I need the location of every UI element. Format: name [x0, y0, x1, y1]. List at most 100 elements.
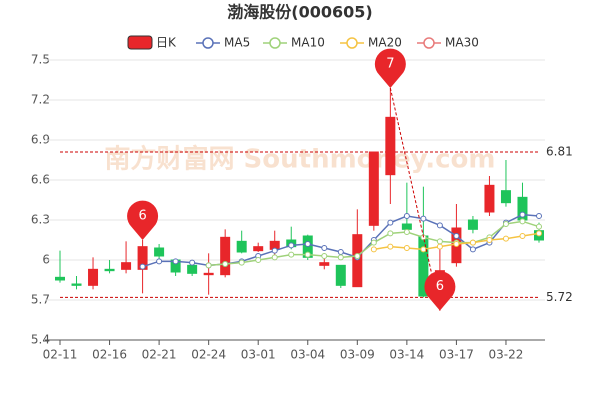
candle-body [88, 268, 99, 286]
ma-point [403, 245, 410, 251]
x-tick-label: 03-14 [389, 348, 424, 362]
candle-body [401, 223, 412, 230]
x-tick-label: 03-01 [241, 348, 276, 362]
ma-point [387, 243, 394, 250]
candle-body [55, 276, 65, 281]
legend-label: MA30 [445, 36, 479, 50]
ref-line-label: 6.81 [546, 145, 573, 159]
annotation-label: 6 [138, 209, 146, 224]
ma-point [536, 230, 542, 237]
candle-body [121, 262, 132, 270]
ma-point [370, 246, 377, 253]
ma-point [387, 230, 394, 237]
legend-swatch [423, 37, 435, 49]
x-tick-label: 02-21 [142, 348, 177, 362]
ma-point [420, 215, 427, 222]
x-tick-label: 03-04 [290, 348, 325, 362]
candle-body [253, 246, 264, 252]
y-tick-label: 5.4 [31, 333, 50, 347]
candle-body [500, 190, 511, 204]
candle-body [187, 264, 198, 274]
ma-point [536, 213, 542, 219]
y-tick-label: 6.6 [31, 173, 50, 187]
ma-point [436, 222, 443, 229]
ma-point [403, 229, 410, 235]
ma-point [255, 257, 262, 263]
candle-body [154, 247, 165, 257]
ref-line-label: 5.72 [546, 290, 573, 304]
ma-point [271, 247, 278, 254]
ma-point [502, 235, 509, 242]
candle-body [104, 268, 115, 272]
candle-body [319, 262, 330, 266]
legend-label: MA20 [368, 36, 402, 50]
x-tick-label: 02-16 [92, 348, 127, 362]
ma-point [486, 237, 493, 243]
ma-point [304, 241, 311, 247]
y-tick-label: 7.5 [31, 53, 50, 67]
annotation-label: 6 [436, 279, 444, 294]
legend-swatch [127, 35, 153, 50]
candle-body [352, 234, 363, 288]
legend-label: 日K [156, 36, 177, 50]
legend-label: MA10 [291, 36, 325, 50]
ma-point [139, 263, 146, 270]
x-tick-label: 03-17 [439, 348, 474, 362]
legend-label: MA5 [224, 36, 250, 50]
candle-body [368, 151, 379, 226]
annotation-pin [374, 48, 406, 88]
ma-point [238, 259, 245, 266]
ma-point [354, 253, 361, 259]
x-tick-label: 02-11 [43, 348, 78, 362]
x-tick-label: 03-22 [489, 348, 524, 362]
ma-point [519, 211, 526, 218]
candle-body [203, 272, 214, 276]
ma-point [403, 213, 410, 219]
connector [389, 87, 441, 311]
ma-point [469, 239, 476, 246]
candle-body [467, 219, 478, 230]
ma-point [370, 239, 377, 246]
ma-point [519, 218, 526, 225]
y-tick-label: 5.7 [31, 293, 50, 307]
y-tick-label: 6.3 [31, 213, 50, 227]
ma-point [337, 249, 344, 255]
ma-point [271, 254, 278, 261]
ma-point [304, 251, 311, 258]
ma-point [205, 262, 212, 269]
ma-point [321, 253, 328, 259]
y-tick-label: 7.2 [31, 93, 50, 107]
ma-point [337, 254, 344, 261]
x-tick-label: 02-24 [191, 348, 226, 362]
y-tick-label: 6.9 [31, 133, 50, 147]
annotation-pin [424, 271, 456, 311]
annotation-label: 7 [386, 57, 394, 72]
ma-point [156, 258, 163, 265]
ma-point [469, 246, 476, 253]
ma-point [453, 241, 460, 247]
ma-point [387, 219, 394, 226]
legend-swatch [346, 37, 358, 49]
chart-title: 渤海股份(000605) [227, 3, 372, 22]
ma-point [436, 243, 443, 250]
legend-swatch [202, 37, 214, 49]
ma-point [536, 223, 542, 230]
ma-point [453, 233, 460, 239]
ma-point [172, 258, 179, 265]
ma-point [288, 251, 295, 258]
candle-body [335, 264, 346, 286]
candle-body [484, 184, 495, 213]
ma-point [420, 246, 427, 253]
legend-swatch [269, 37, 281, 49]
candle-body [385, 116, 396, 176]
ma-point [321, 245, 328, 251]
ma-point [502, 221, 509, 227]
candle-body [220, 236, 231, 276]
watermark: 南方财富网 Southmoney.com [105, 144, 496, 175]
candle-body [71, 283, 82, 286]
x-tick-label: 03-09 [340, 348, 375, 362]
ma-point [189, 259, 196, 266]
ma-point [288, 242, 295, 249]
annotation-pin [127, 200, 159, 240]
